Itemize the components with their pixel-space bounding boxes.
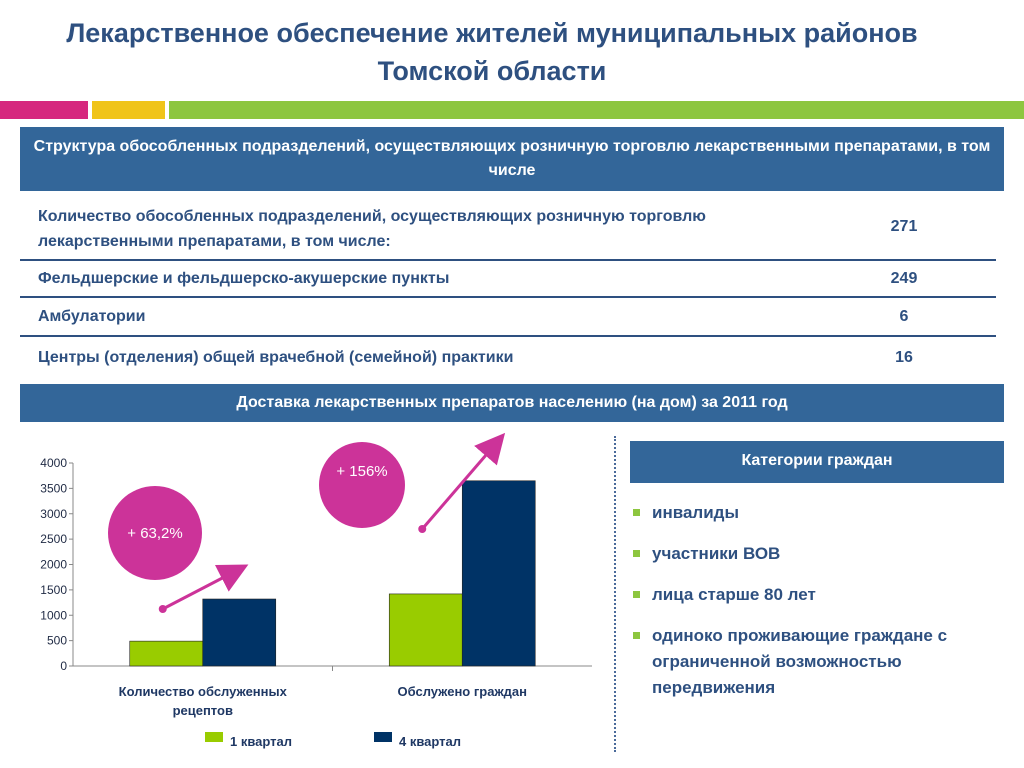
delivery-header: Доставка лекарственных препаратов населе… [20,384,1004,422]
bar [461,480,536,667]
y-tick-label: 2500 [40,532,67,546]
structure-table: Количество обособленных подразделений, о… [20,194,996,377]
table-row: Количество обособленных подразделений, о… [20,194,996,261]
delivery-bar-chart: 0 500 1000 1500 2000 2500 3000 3500 4000 Количест… [40,432,592,749]
list-item: участники ВОВ [630,541,1010,567]
legend-swatch [374,732,392,742]
color-stripes [0,101,1024,119]
list-item: одиноко проживающие граждане с ограничен… [630,623,1010,701]
row-value: 249 [890,270,918,287]
bar [388,593,463,667]
y-tick-label: 500 [47,634,67,648]
y-tick-label: 1000 [40,608,67,622]
row-label: Фельдшерские и фельдшерско-акушерские пу… [38,270,450,287]
page-title: Лекарственное обеспечение жителей муници… [66,18,918,86]
row-value: 16 [895,349,913,366]
table-row: Амбулатории 6 [20,298,996,337]
y-tick-label: 1500 [40,583,67,597]
list-item-text: лица старше 80 лет [652,585,816,604]
table-row: Центры (отделения) общей врачебной (семе… [20,337,996,377]
row-label: Центры (отделения) общей врачебной (семе… [38,349,514,366]
legend-swatch [205,732,223,742]
table-row: Фельдшерские и фельдшерско-акушерские пу… [20,261,996,298]
row-label: Количество обособленных подразделений, о… [38,208,706,250]
square-bullet-icon [633,550,640,557]
row-label: Амбулатории [38,308,146,325]
growth-badge-label: + 156% [336,463,387,480]
y-tick-label: 0 [60,659,67,673]
row-value: 271 [890,218,918,235]
growth-badge-label: + 63,2% [127,525,182,542]
growth-badge-circle [319,442,405,528]
categories-header: Категории граждан [630,441,1004,483]
square-bullet-icon [633,509,640,516]
stripe-magenta [0,101,88,119]
legend-label: 4 квартал [399,734,461,749]
list-item-text: участники ВОВ [652,544,781,563]
categories-list: инвалиды участники ВОВ лица старше 80 ле… [630,500,1010,716]
y-tick-label: 4000 [40,456,67,470]
arrow-start-dot [418,525,427,533]
y-tick-label: 3500 [40,481,67,495]
square-bullet-icon [633,591,640,598]
list-item: лица старше 80 лет [630,582,1010,608]
square-bullet-icon [633,632,640,639]
x-category-label: Количество обслуженных рецептов [119,684,288,718]
y-tick-label: 2000 [40,558,67,572]
arrow-start-dot [158,605,167,613]
bar [129,640,204,667]
growth-arrow [421,432,506,530]
vertical-divider [614,436,616,752]
structure-header: Структура обособленных подразделений, ос… [20,127,1004,191]
y-tick-label: 3000 [40,507,67,521]
x-category-label: Обслужено граждан [398,684,528,699]
list-item: инвалиды [630,500,1010,526]
growth-arrow [162,564,249,611]
legend-label: 1 квартал [230,734,292,749]
stripe-green [169,101,1024,119]
growth-badge-circle [108,486,202,580]
stripe-yellow [92,101,165,119]
bar [202,598,277,667]
list-item-text: инвалиды [652,503,739,522]
list-item-text: одиноко проживающие граждане с ограничен… [652,626,948,697]
row-value: 6 [899,308,909,325]
